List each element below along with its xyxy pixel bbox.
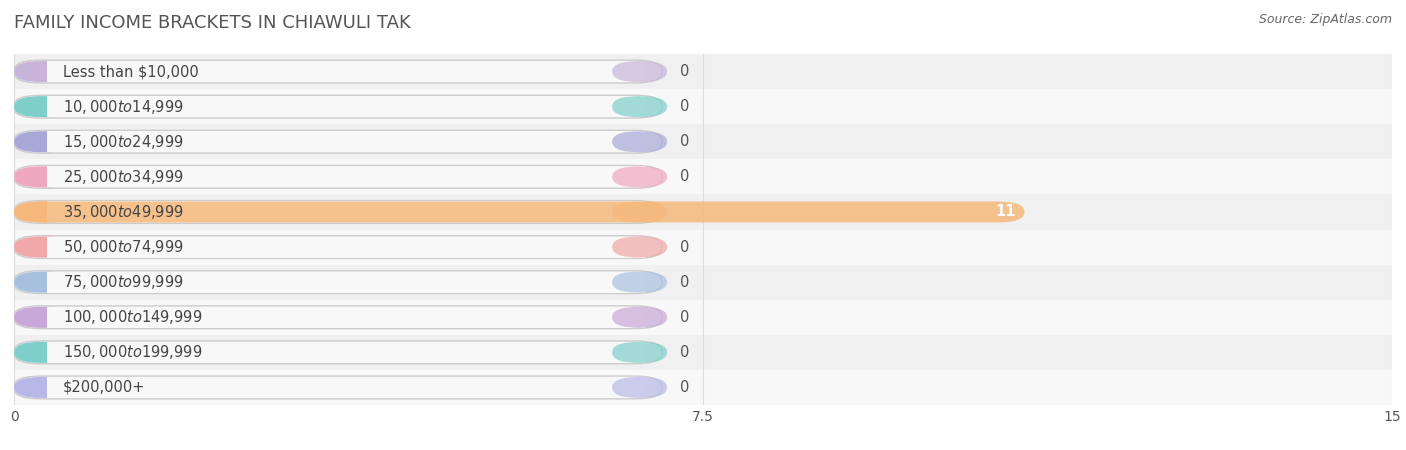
Bar <box>14 230 1392 265</box>
FancyBboxPatch shape <box>14 61 75 82</box>
FancyBboxPatch shape <box>612 96 668 117</box>
FancyBboxPatch shape <box>612 272 668 292</box>
FancyBboxPatch shape <box>612 342 668 363</box>
FancyBboxPatch shape <box>14 237 75 257</box>
FancyBboxPatch shape <box>612 237 668 257</box>
Text: $150,000 to $199,999: $150,000 to $199,999 <box>62 343 202 361</box>
Bar <box>14 159 1392 194</box>
Text: 0: 0 <box>681 310 689 325</box>
Text: $15,000 to $24,999: $15,000 to $24,999 <box>62 133 183 151</box>
FancyBboxPatch shape <box>48 272 645 292</box>
FancyBboxPatch shape <box>48 166 645 187</box>
Bar <box>14 54 1392 89</box>
FancyBboxPatch shape <box>14 131 75 152</box>
FancyBboxPatch shape <box>14 202 75 222</box>
Text: 0: 0 <box>681 345 689 360</box>
Text: Source: ZipAtlas.com: Source: ZipAtlas.com <box>1258 14 1392 27</box>
FancyBboxPatch shape <box>48 342 645 363</box>
FancyBboxPatch shape <box>14 306 662 328</box>
FancyBboxPatch shape <box>48 377 645 398</box>
Text: 0: 0 <box>681 64 689 79</box>
Text: $75,000 to $99,999: $75,000 to $99,999 <box>62 273 183 291</box>
FancyBboxPatch shape <box>612 131 668 152</box>
FancyBboxPatch shape <box>14 96 75 117</box>
FancyBboxPatch shape <box>48 202 645 222</box>
FancyBboxPatch shape <box>14 130 662 153</box>
Text: 0: 0 <box>681 99 689 114</box>
Text: 0: 0 <box>681 134 689 149</box>
Text: $35,000 to $49,999: $35,000 to $49,999 <box>62 203 183 221</box>
Bar <box>14 89 1392 124</box>
Bar <box>14 265 1392 300</box>
FancyBboxPatch shape <box>14 201 662 223</box>
Bar <box>14 124 1392 159</box>
FancyBboxPatch shape <box>14 376 662 399</box>
FancyBboxPatch shape <box>48 96 645 117</box>
FancyBboxPatch shape <box>612 377 668 398</box>
Text: 0: 0 <box>681 239 689 255</box>
Bar <box>14 370 1392 405</box>
FancyBboxPatch shape <box>14 202 1025 222</box>
FancyBboxPatch shape <box>48 237 645 257</box>
Text: 11: 11 <box>995 204 1015 220</box>
Text: $200,000+: $200,000+ <box>62 380 145 395</box>
FancyBboxPatch shape <box>14 166 662 188</box>
FancyBboxPatch shape <box>612 307 668 328</box>
FancyBboxPatch shape <box>48 61 645 82</box>
Text: $25,000 to $34,999: $25,000 to $34,999 <box>62 168 183 186</box>
FancyBboxPatch shape <box>48 307 645 328</box>
Text: 0: 0 <box>681 380 689 395</box>
FancyBboxPatch shape <box>14 236 662 258</box>
Text: 0: 0 <box>681 169 689 184</box>
Text: 0: 0 <box>681 274 689 290</box>
FancyBboxPatch shape <box>14 307 75 328</box>
FancyBboxPatch shape <box>612 166 668 187</box>
FancyBboxPatch shape <box>612 61 668 82</box>
FancyBboxPatch shape <box>14 272 75 292</box>
FancyBboxPatch shape <box>14 342 75 363</box>
Text: Less than $10,000: Less than $10,000 <box>62 64 198 79</box>
Bar <box>14 194 1392 230</box>
FancyBboxPatch shape <box>14 377 75 398</box>
FancyBboxPatch shape <box>612 202 668 222</box>
FancyBboxPatch shape <box>14 341 662 364</box>
Bar <box>14 300 1392 335</box>
Bar <box>14 335 1392 370</box>
FancyBboxPatch shape <box>14 60 662 83</box>
FancyBboxPatch shape <box>14 95 662 118</box>
FancyBboxPatch shape <box>14 271 662 293</box>
FancyBboxPatch shape <box>14 166 75 187</box>
FancyBboxPatch shape <box>48 131 645 152</box>
Text: FAMILY INCOME BRACKETS IN CHIAWULI TAK: FAMILY INCOME BRACKETS IN CHIAWULI TAK <box>14 14 411 32</box>
Text: $100,000 to $149,999: $100,000 to $149,999 <box>62 308 202 326</box>
Text: $10,000 to $14,999: $10,000 to $14,999 <box>62 98 183 116</box>
Text: $50,000 to $74,999: $50,000 to $74,999 <box>62 238 183 256</box>
